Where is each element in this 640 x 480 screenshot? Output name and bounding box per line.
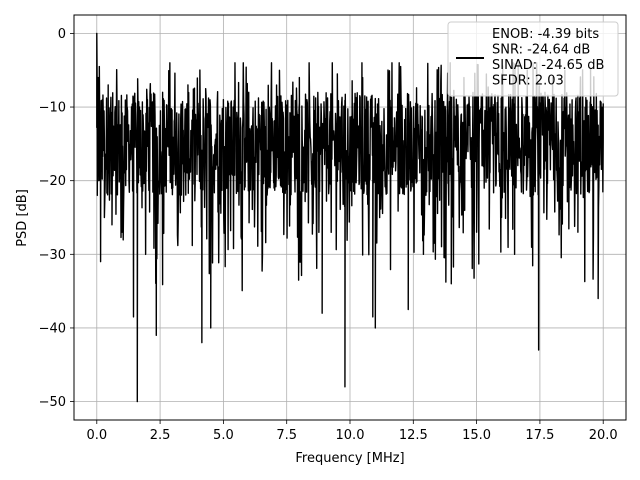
y-axis-label: PSD [dB] — [15, 189, 30, 247]
y-tick-label: 0 — [58, 27, 66, 42]
y-tick-label: −30 — [39, 248, 66, 263]
x-tick-label: 15.0 — [462, 428, 491, 443]
x-tick-label: 7.5 — [276, 428, 297, 443]
legend-line-text: SINAD: -24.65 dB — [492, 58, 604, 73]
x-tick-label: 17.5 — [525, 428, 554, 443]
legend-box — [447, 21, 619, 97]
legend-entry-label: ENOB: -4.39 bits SNR: -24.64 dB SINAD: -24… — [492, 27, 604, 89]
y-tick-label: −10 — [39, 101, 66, 116]
y-tick-label: −50 — [39, 395, 66, 410]
x-tick-label: 0.0 — [86, 428, 107, 443]
x-tick-label: 20.0 — [589, 428, 618, 443]
series-layer — [96, 32, 604, 403]
legend-line-text: SFDR: 2.03 — [492, 74, 564, 89]
psd-series-line — [96, 32, 604, 403]
legend: ENOB: -4.39 bits SNR: -24.64 dB SINAD: -24… — [447, 21, 619, 97]
y-tick-label: −40 — [39, 321, 66, 336]
legend-line-text: ENOB: -4.39 bits — [492, 27, 599, 42]
y-axis-ticks: 0 −10 −20 −30 −40 −50 — [39, 27, 74, 410]
x-tick-label: 12.5 — [399, 428, 428, 443]
x-axis-ticks: 0.0 2.5 5.0 7.5 10.0 12.5 15.0 17.5 20.0 — [86, 420, 618, 443]
x-tick-label: 5.0 — [213, 428, 234, 443]
legend-line-text: SNR: -24.64 dB — [492, 43, 590, 58]
x-tick-label: 2.5 — [150, 428, 171, 443]
x-tick-label: 10.0 — [336, 428, 365, 443]
x-axis-label: Frequency [MHz] — [295, 451, 404, 466]
y-tick-label: −20 — [39, 174, 66, 189]
